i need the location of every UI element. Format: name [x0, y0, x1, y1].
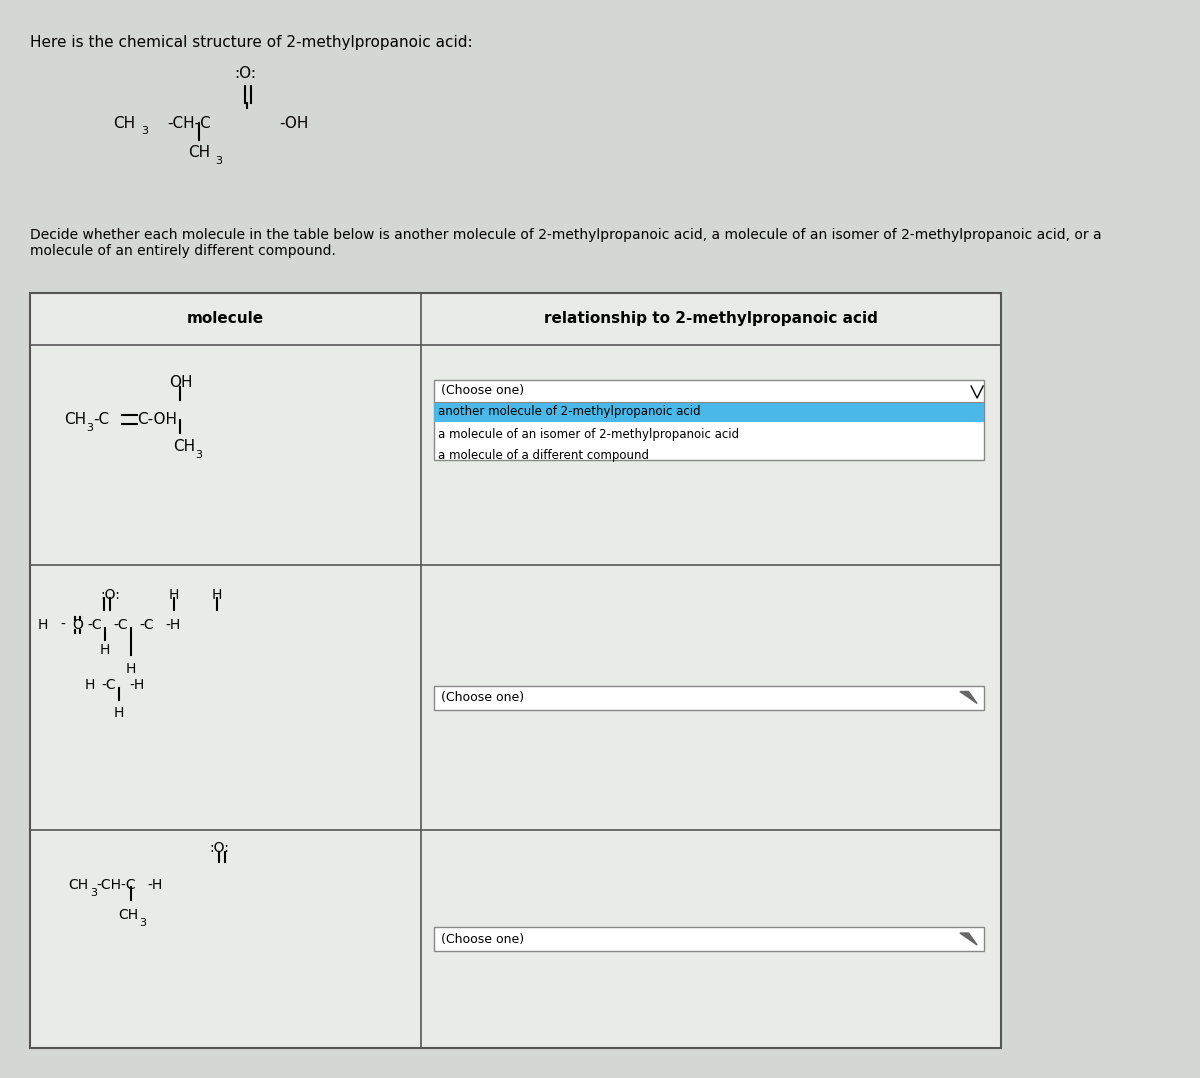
Polygon shape	[960, 932, 977, 945]
Text: CH: CH	[174, 440, 196, 455]
Text: -H: -H	[148, 877, 163, 892]
Bar	[434, 381, 984, 460]
Text: H: H	[85, 678, 96, 692]
Text: H: H	[114, 706, 124, 720]
Text: 3: 3	[90, 888, 97, 898]
Text: 3: 3	[139, 918, 146, 928]
Text: relationship to 2-methylpropanoic acid: relationship to 2-methylpropanoic acid	[544, 312, 878, 327]
Bar	[434, 686, 984, 709]
Polygon shape	[960, 691, 977, 704]
Text: -OH: -OH	[280, 115, 308, 130]
Text: (Choose one): (Choose one)	[440, 691, 524, 704]
Text: CH: CH	[188, 146, 210, 161]
Text: -C: -C	[92, 413, 109, 428]
Text: (Choose one): (Choose one)	[440, 932, 524, 945]
Text: CH: CH	[68, 877, 89, 892]
Text: H: H	[100, 642, 110, 657]
Text: a molecule of an isomer of 2-methylpropanoic acid: a molecule of an isomer of 2-methylpropa…	[438, 428, 739, 442]
Text: 3: 3	[196, 450, 202, 460]
Text: -CH-C: -CH-C	[168, 115, 211, 130]
Text: another molecule of 2-methylpropanoic acid: another molecule of 2-methylpropanoic ac…	[438, 405, 701, 418]
Bar	[434, 402, 984, 421]
Text: Decide whether each molecule in the table below is another molecule of 2-methylp: Decide whether each molecule in the tabl…	[30, 227, 1102, 258]
Text: H: H	[211, 588, 222, 602]
Text: (Choose one): (Choose one)	[440, 385, 524, 398]
Text: CH: CH	[119, 908, 139, 922]
Text: 3: 3	[215, 156, 222, 166]
Text: 3: 3	[140, 126, 148, 136]
Text: :O:: :O:	[100, 588, 120, 602]
Bar	[30, 293, 1001, 1048]
Text: -C: -C	[88, 618, 102, 632]
Text: O: O	[72, 618, 83, 632]
Text: OH: OH	[169, 375, 192, 390]
Text: H: H	[168, 588, 179, 602]
Text: :O:: :O:	[234, 66, 256, 81]
Text: molecule: molecule	[187, 312, 264, 327]
Text: Here is the chemical structure of 2-methylpropanoic acid:: Here is the chemical structure of 2-meth…	[30, 36, 473, 51]
Text: -C: -C	[102, 678, 116, 692]
Text: C-OH: C-OH	[138, 413, 178, 428]
Text: a molecule of a different compound: a molecule of a different compound	[438, 450, 649, 462]
Text: -CH-C: -CH-C	[96, 877, 136, 892]
Text: -H: -H	[128, 678, 144, 692]
Text: -C: -C	[114, 618, 128, 632]
Text: CH: CH	[114, 115, 136, 130]
Text: 3: 3	[86, 423, 92, 433]
Text: :O:: :O:	[209, 841, 229, 855]
Text: -: -	[60, 618, 65, 632]
Text: -H: -H	[164, 618, 180, 632]
Text: -C: -C	[139, 618, 154, 632]
Text: H: H	[126, 662, 136, 676]
Text: H: H	[37, 618, 48, 632]
Text: CH: CH	[65, 413, 86, 428]
Bar	[434, 927, 984, 951]
